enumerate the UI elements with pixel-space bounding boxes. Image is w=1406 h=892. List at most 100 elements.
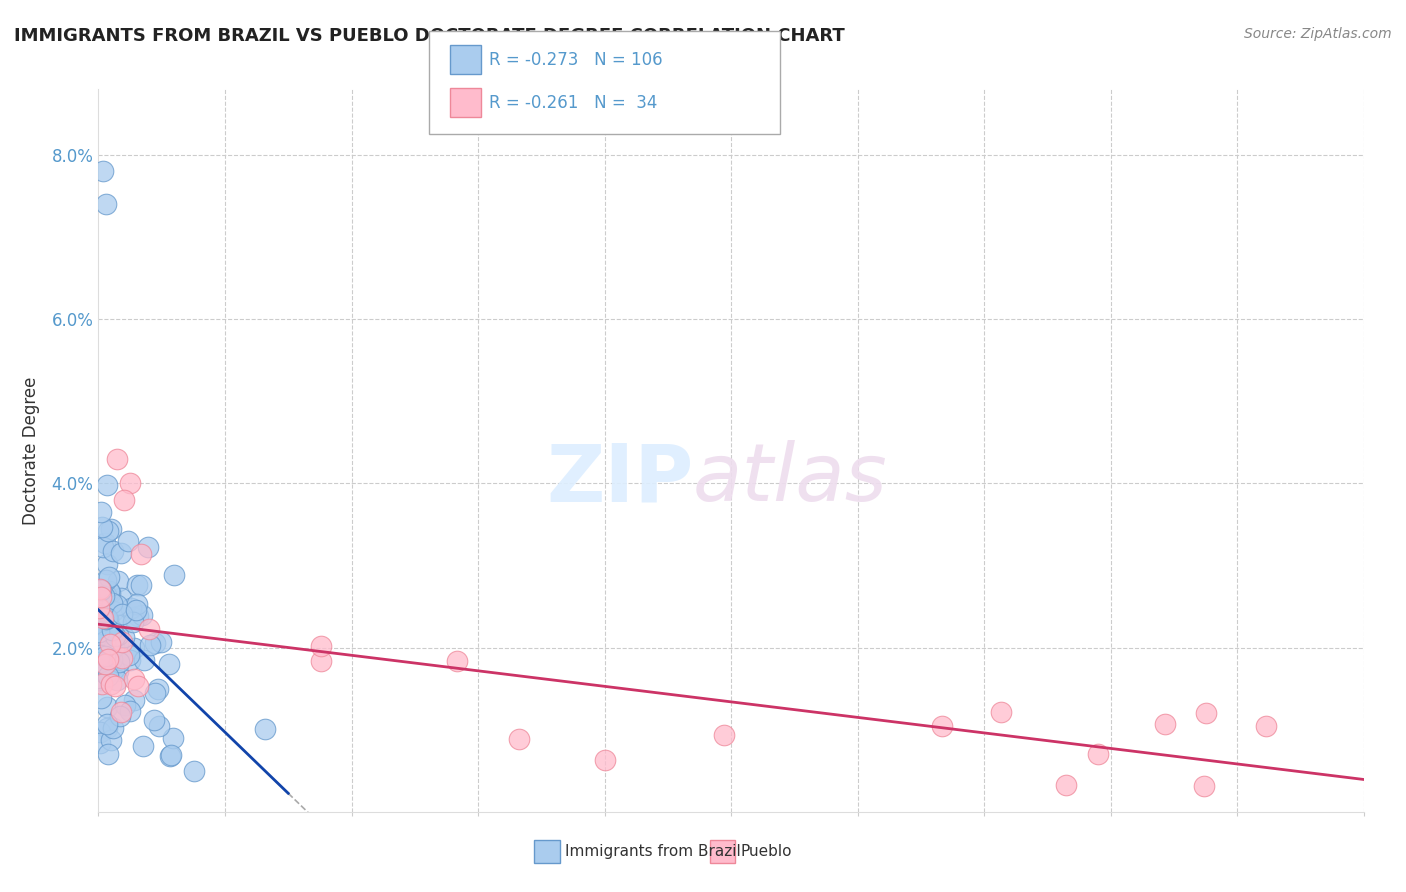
Point: [127, 608, 149, 623]
Point: [122, 693, 145, 707]
Point: [94, 536, 117, 550]
Point: [96, 722, 118, 736]
Point: [145, 636, 167, 650]
Point: [131, 578, 153, 592]
Point: [100, 676, 122, 690]
Point: [108, 709, 131, 723]
Point: [107, 574, 129, 588]
Text: ZIP: ZIP: [546, 441, 693, 518]
Point: [131, 607, 153, 622]
Point: [110, 705, 132, 719]
Point: [89, 736, 111, 750]
Point: [91, 613, 114, 627]
Point: [91, 611, 114, 625]
Point: [90, 590, 112, 604]
Point: [89, 673, 111, 687]
Point: [1256, 718, 1278, 732]
Point: [107, 665, 129, 679]
Point: [90, 690, 112, 705]
Point: [131, 547, 153, 561]
Point: [91, 540, 114, 554]
Point: [96, 611, 118, 625]
Point: [90, 505, 112, 519]
Text: atlas: atlas: [693, 441, 889, 518]
Point: [713, 728, 735, 742]
Point: [103, 640, 125, 654]
Point: [134, 653, 156, 667]
Point: [110, 546, 132, 560]
Point: [311, 654, 333, 668]
Point: [146, 681, 169, 696]
Point: [91, 633, 114, 648]
Point: [446, 654, 468, 668]
Point: [97, 652, 120, 666]
Point: [1087, 747, 1109, 762]
Y-axis label: Doctorate Degree: Doctorate Degree: [22, 376, 41, 524]
Point: [508, 731, 530, 746]
Point: [159, 749, 181, 764]
Point: [97, 641, 120, 656]
Point: [101, 636, 124, 650]
Point: [103, 544, 125, 558]
Point: [107, 451, 129, 466]
Point: [101, 651, 124, 665]
Point: [97, 611, 120, 625]
Point: [98, 584, 121, 599]
Point: [143, 714, 166, 728]
Point: [124, 672, 146, 686]
Point: [127, 577, 149, 591]
Point: [98, 586, 121, 600]
Text: R = -0.273   N = 106: R = -0.273 N = 106: [489, 51, 662, 69]
Point: [120, 476, 141, 491]
Point: [111, 651, 134, 665]
Point: [89, 673, 111, 688]
Point: [125, 603, 148, 617]
Point: [94, 197, 117, 211]
Point: [90, 649, 112, 664]
Point: [97, 524, 120, 539]
Point: [103, 604, 125, 618]
Point: [87, 601, 110, 615]
Point: [94, 611, 117, 625]
Point: [1054, 778, 1077, 792]
Point: [104, 679, 127, 693]
Point: [136, 541, 159, 555]
Point: [89, 655, 111, 669]
Point: [105, 617, 128, 632]
Point: [162, 731, 184, 745]
Point: [309, 639, 332, 653]
Point: [89, 655, 111, 669]
Point: [108, 655, 131, 669]
Point: [118, 648, 141, 662]
Point: [107, 628, 129, 642]
Point: [931, 719, 953, 733]
Point: [89, 582, 111, 596]
Point: [90, 519, 112, 533]
Point: [89, 648, 111, 663]
Point: [87, 624, 110, 639]
Point: [97, 570, 120, 584]
Point: [101, 632, 124, 647]
Point: [593, 753, 616, 767]
Point: [105, 673, 128, 687]
Point: [127, 597, 149, 611]
Text: IMMIGRANTS FROM BRAZIL VS PUEBLO DOCTORATE DEGREE CORRELATION CHART: IMMIGRANTS FROM BRAZIL VS PUEBLO DOCTORA…: [14, 27, 845, 45]
Point: [101, 596, 124, 610]
Point: [1194, 779, 1216, 793]
Point: [97, 616, 120, 631]
Text: Immigrants from Brazil: Immigrants from Brazil: [565, 845, 741, 859]
Point: [117, 533, 139, 548]
Text: Source: ZipAtlas.com: Source: ZipAtlas.com: [1244, 27, 1392, 41]
Point: [150, 635, 173, 649]
Point: [96, 478, 118, 492]
Point: [96, 717, 118, 731]
Point: [94, 667, 117, 681]
Point: [254, 722, 277, 736]
Point: [122, 615, 145, 629]
Point: [138, 622, 160, 636]
Point: [97, 669, 120, 683]
Point: [93, 634, 115, 648]
Point: [97, 747, 120, 761]
Point: [112, 492, 135, 507]
Point: [93, 164, 115, 178]
